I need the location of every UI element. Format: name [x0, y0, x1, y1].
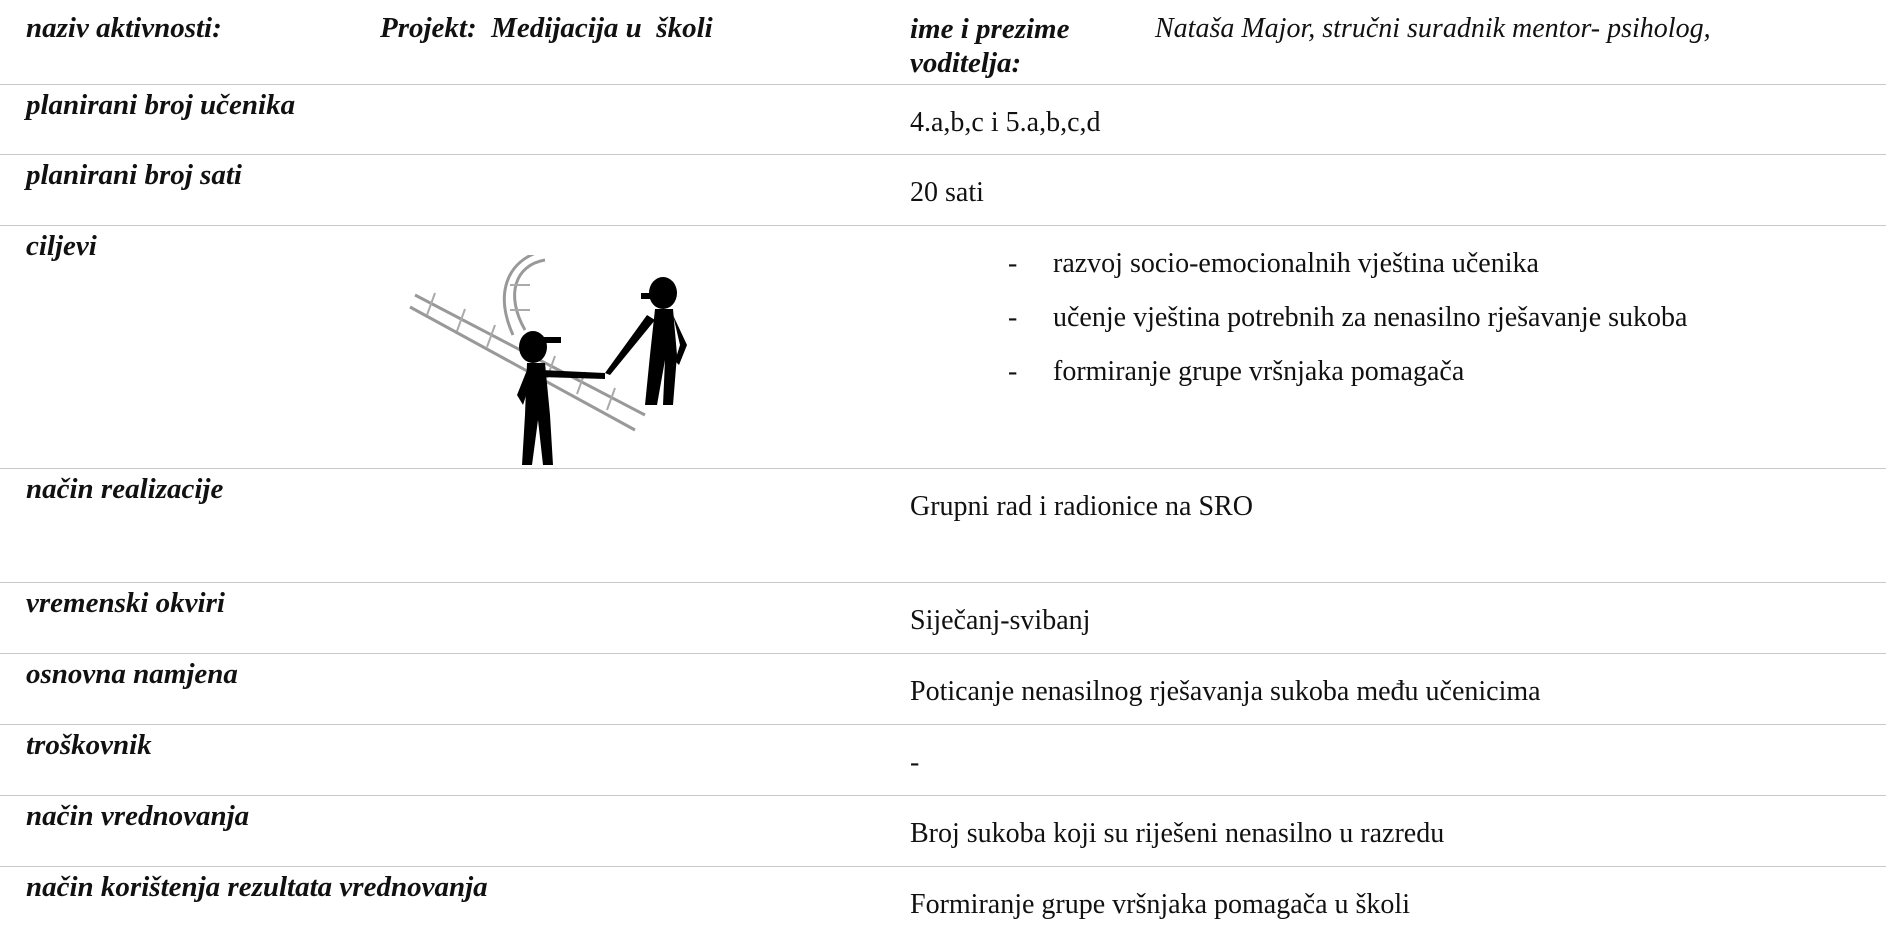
- row-value: Formiranje grupe vršnjaka pomagača u ško…: [910, 889, 1410, 920]
- table-row: planirani broj sati 20 sati: [0, 155, 1886, 226]
- row-label: način korištenja rezultata vrednovanja: [26, 871, 488, 903]
- row-label: planirani broj sati: [26, 159, 242, 191]
- bullet: -: [1008, 302, 1018, 333]
- goal-text: formiranje grupe vršnjaka pomagača: [1053, 356, 1465, 387]
- row-value: 4.a,b,c i 5.a,b,c,d: [910, 107, 1101, 138]
- row-label: način vrednovanja: [26, 800, 250, 832]
- row-value: Broj sukoba koji su riješeni nenasilno u…: [910, 818, 1445, 849]
- row-value: 20 sati: [910, 177, 984, 208]
- leader-label: ime i prezime voditelja:: [910, 13, 1070, 79]
- row-label: osnovna namjena: [26, 658, 238, 690]
- table-row: planirani broj učenika 4.a,b,c i 5.a,b,c,…: [0, 85, 1886, 155]
- row-value: Siječanj-svibanj: [910, 605, 1091, 636]
- row-label: način realizacije: [26, 473, 224, 505]
- bullet: -: [1008, 356, 1018, 387]
- table-row: osnovna namjena Poticanje nenasilnog rješ…: [0, 654, 1886, 725]
- row-value: -: [910, 747, 920, 778]
- row-label: troškovnik: [26, 729, 152, 761]
- table-row: način vrednovanja Broj sukoba koji su rij…: [0, 796, 1886, 867]
- table-row: troškovnik -: [0, 725, 1886, 796]
- project: Projekt: Medijacija u školi: [380, 12, 713, 44]
- row-value: Grupni rad i radionice na SRO: [910, 491, 1253, 522]
- row-label: vremenski okviri: [26, 587, 225, 619]
- goal-text: razvoj socio-emocionalnih vještina učeni…: [1053, 248, 1539, 279]
- goal-item: - razvoj socio-emocionalnih vještina učen…: [1008, 248, 1539, 280]
- row-value: Poticanje nenasilnog rješavanja sukoba m…: [910, 676, 1541, 707]
- bullet: -: [1008, 248, 1018, 279]
- table-row: ciljevi - razvoj socio-emocionalnih vješti…: [0, 226, 1886, 469]
- header-row: naziv aktivnosti: Projekt: Medijacija u …: [0, 0, 1886, 85]
- leader: Nataša Major, stručni suradnik mentor- p…: [1155, 13, 1711, 44]
- table-row: način korištenja rezultata vrednovanja Fo…: [0, 867, 1886, 938]
- illustration: [409, 255, 687, 465]
- goal-text: učenje vještina potrebnih za nenasilno r…: [1053, 302, 1688, 333]
- goal-item: - formiranje grupe vršnjaka pomagača: [1008, 356, 1464, 388]
- label: naziv aktivnosti:: [26, 12, 222, 44]
- goal-item: - učenje vještina potrebnih za nenasilno …: [1008, 302, 1687, 334]
- table-row: način realizacije Grupni rad i radionice …: [0, 469, 1886, 583]
- row-label: planirani broj učenika: [26, 89, 296, 121]
- table-row: vremenski okviri Siječanj-svibanj: [0, 583, 1886, 654]
- row-label: ciljevi: [26, 230, 97, 262]
